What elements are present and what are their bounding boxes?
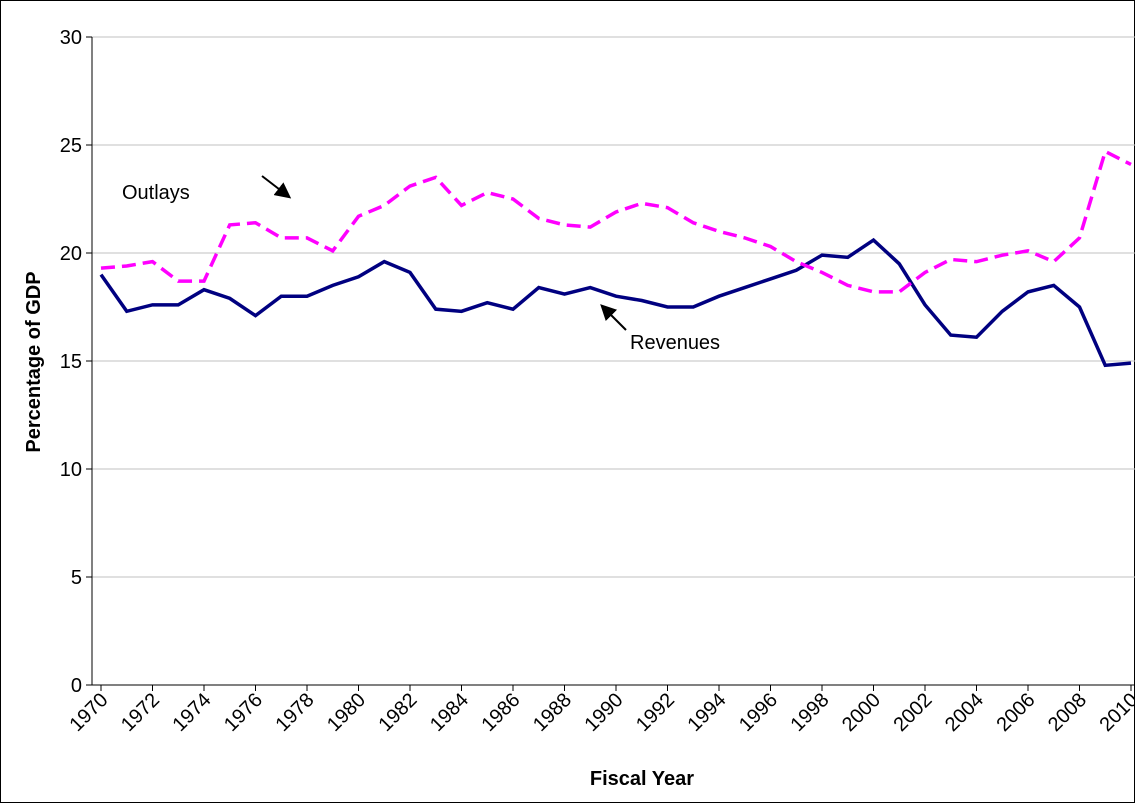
annotation-arrow bbox=[261, 175, 292, 199]
series-annotation: Outlays bbox=[122, 182, 190, 204]
x-axis-title: Fiscal Year bbox=[590, 768, 694, 790]
y-tick-label: 20 bbox=[60, 243, 82, 265]
y-tick-label: 10 bbox=[60, 459, 82, 481]
y-tick-label: 25 bbox=[60, 135, 82, 157]
y-tick-label: 15 bbox=[60, 351, 82, 373]
series-annotation: Revenues bbox=[630, 332, 720, 354]
series-line bbox=[99, 237, 1132, 368]
y-axis-title: Percentage of GDP bbox=[23, 271, 45, 452]
y-tick-label: 0 bbox=[71, 675, 82, 697]
y-tick-label: 5 bbox=[71, 567, 82, 589]
annotation-arrow bbox=[600, 304, 627, 331]
y-tick-label: 30 bbox=[60, 27, 82, 49]
series-line bbox=[100, 148, 1132, 294]
